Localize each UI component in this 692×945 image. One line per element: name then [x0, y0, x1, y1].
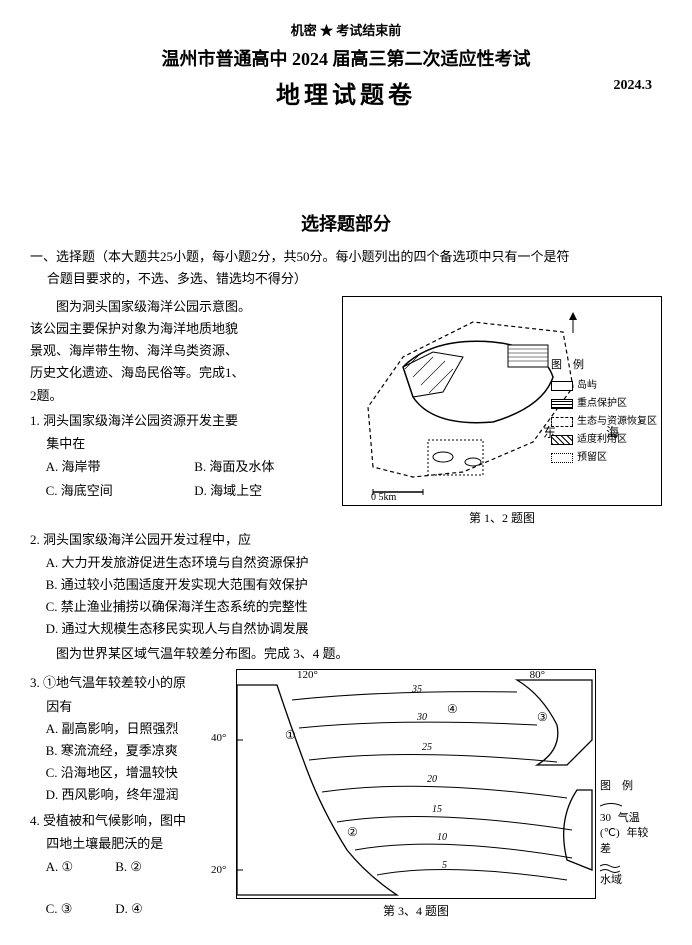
exam-date: 2024.3 [614, 78, 653, 94]
intro1-l1: 图为洞头国家级海洋公园示意图。 [30, 296, 336, 318]
lat-top: 40° [211, 732, 226, 744]
iso-20: 20 [427, 774, 437, 785]
q2-opt-b: B. 通过较小范围适度开发实现大范围有效保护 [46, 574, 662, 596]
q3-opt-a: A. 副高影响，日照强烈 [46, 718, 230, 740]
lg-key: 重点保护区 [577, 396, 627, 412]
map2-svg [237, 670, 595, 898]
lon-right: 80° [530, 669, 545, 681]
confidential-label: 机密 ★ 考试结束前 [30, 20, 662, 39]
q1-text2: 集中在 [30, 432, 336, 455]
q3-opt-c: C. 沿海地区，增温较快 [46, 762, 230, 784]
map2-caption: 第 3、4 题图 [236, 902, 596, 919]
exam-title-line1: 温州市普通高中 2024 届高三第二次适应性考试 [30, 45, 662, 71]
lg-use: 适度利用区 [577, 432, 627, 448]
marker-4: ④ [447, 702, 458, 717]
lg-temp3: 气温 [618, 812, 640, 824]
intro1-l3: 景观、海岸带生物、海洋鸟类资源、 [30, 340, 336, 362]
q2-opt-a: A. 大力开发旅游促进生态环境与自然资源保护 [46, 552, 662, 574]
map2-figure: 120° 80° 40° 20° 35 30 25 20 15 10 5 ① ②… [236, 669, 596, 899]
iso-25: 25 [422, 742, 432, 753]
iso-30: 30 [417, 712, 427, 723]
swatch-island [551, 381, 573, 391]
q4-opt-a: A. ① [46, 855, 98, 878]
marker-3: ③ [537, 710, 548, 725]
map1-legend: 图 例 岛屿 重点保护区 生态与资源恢复区 适度利用区 预留区 [551, 357, 657, 468]
q4-opt-c: C. ③ [46, 897, 98, 920]
section-heading: 选择题部分 [30, 210, 662, 236]
q3-text2: 因有 [30, 695, 230, 718]
map2-legend: 图 例 30 气温 (℃) 年较差 水域 [600, 779, 658, 888]
q1-opt-d: D. 海域上空 [194, 479, 325, 502]
q3-opt-d: D. 西风影响，终年湿润 [46, 784, 230, 806]
q2-opt-c: C. 禁止渔业捕捞以确保海洋生态系统的完整性 [46, 596, 662, 618]
legend1-title: 图 例 [551, 357, 657, 375]
exam-title-line2: 地理试题卷 [30, 75, 662, 110]
q2-text: 2. 洞头国家级海洋公园开发过程中，应 [30, 528, 662, 551]
swatch-eco [551, 417, 573, 427]
intro1-l5: 2题。 [30, 385, 336, 407]
lg-temp2: (℃) [600, 827, 620, 839]
swatch-key [551, 399, 573, 409]
iso-5: 5 [442, 860, 447, 871]
marker-1: ① [285, 728, 296, 743]
instruction-line1: 一、选择题（本大题共25小题，每小题2分，共50分。每小题列出的四个备选项中只有… [30, 249, 570, 264]
q4-text2: 四地土壤最肥沃的是 [30, 832, 230, 855]
lg-temp1: 30 [600, 812, 611, 824]
q1-text: 1. 洞头国家级海洋公园资源开发主要 [30, 409, 336, 432]
q3-opt-b: B. 寒流流经，夏季凉爽 [46, 740, 230, 762]
map1-scale: 0 5km [371, 492, 396, 503]
lg-island: 岛屿 [577, 378, 597, 394]
q2-opt-d: D. 通过大规模生态移民实现人与自然协调发展 [46, 618, 662, 640]
instruction-text: 一、选择题（本大题共25小题，每小题2分，共50分。每小题列出的四个备选项中只有… [30, 246, 662, 290]
swatch-use [551, 435, 573, 445]
q2: 2. 洞头国家级海洋公园开发过程中，应 A. 大力开发旅游促进生态环境与自然资源… [30, 528, 662, 640]
q4-text: 4. 受植被和气候影响，图中 [30, 809, 230, 832]
lg-reserve: 预留区 [577, 450, 607, 466]
q1-opt-b: B. 海面及水体 [194, 455, 325, 478]
legend2-title: 图 例 [600, 779, 658, 794]
q4-opt-b: B. ② [115, 855, 167, 878]
iso-15: 15 [432, 804, 442, 815]
q4-opt-d: D. ④ [115, 897, 167, 920]
marker-2: ② [347, 825, 358, 840]
map1-caption: 第 1、2 题图 [342, 509, 662, 526]
lat-bottom: 20° [211, 864, 226, 876]
legend2-line-icon [600, 801, 622, 811]
iso-35: 35 [412, 684, 422, 695]
map1-figure: 0 5km 东 海 图 例 岛屿 重点保护区 生态与资源恢复区 适度利用区 预留… [342, 296, 662, 506]
lon-left: 120° [297, 669, 318, 681]
intro1-l4: 历史文化遗迹、海岛民俗等。完成1、 [30, 362, 336, 384]
iso-10: 10 [437, 832, 447, 843]
q1-opt-c: C. 海底空间 [46, 479, 177, 502]
lg-water: 水域 [600, 874, 622, 886]
q1-opt-a: A. 海岸带 [46, 455, 177, 478]
legend2-water-icon [600, 863, 622, 873]
instruction-line2: 合题目要求的，不选、多选、错选均不得分） [30, 271, 307, 286]
intro1-l2: 该公园主要保护对象为海洋地质地貌 [30, 318, 336, 340]
intro2: 图为世界某区域气温年较差分布图。完成 3、4 题。 [30, 642, 662, 665]
lg-eco: 生态与资源恢复区 [577, 414, 657, 430]
q3-text: 3. ①地气温年较差较小的原 [30, 671, 230, 694]
swatch-reserve [551, 453, 573, 463]
